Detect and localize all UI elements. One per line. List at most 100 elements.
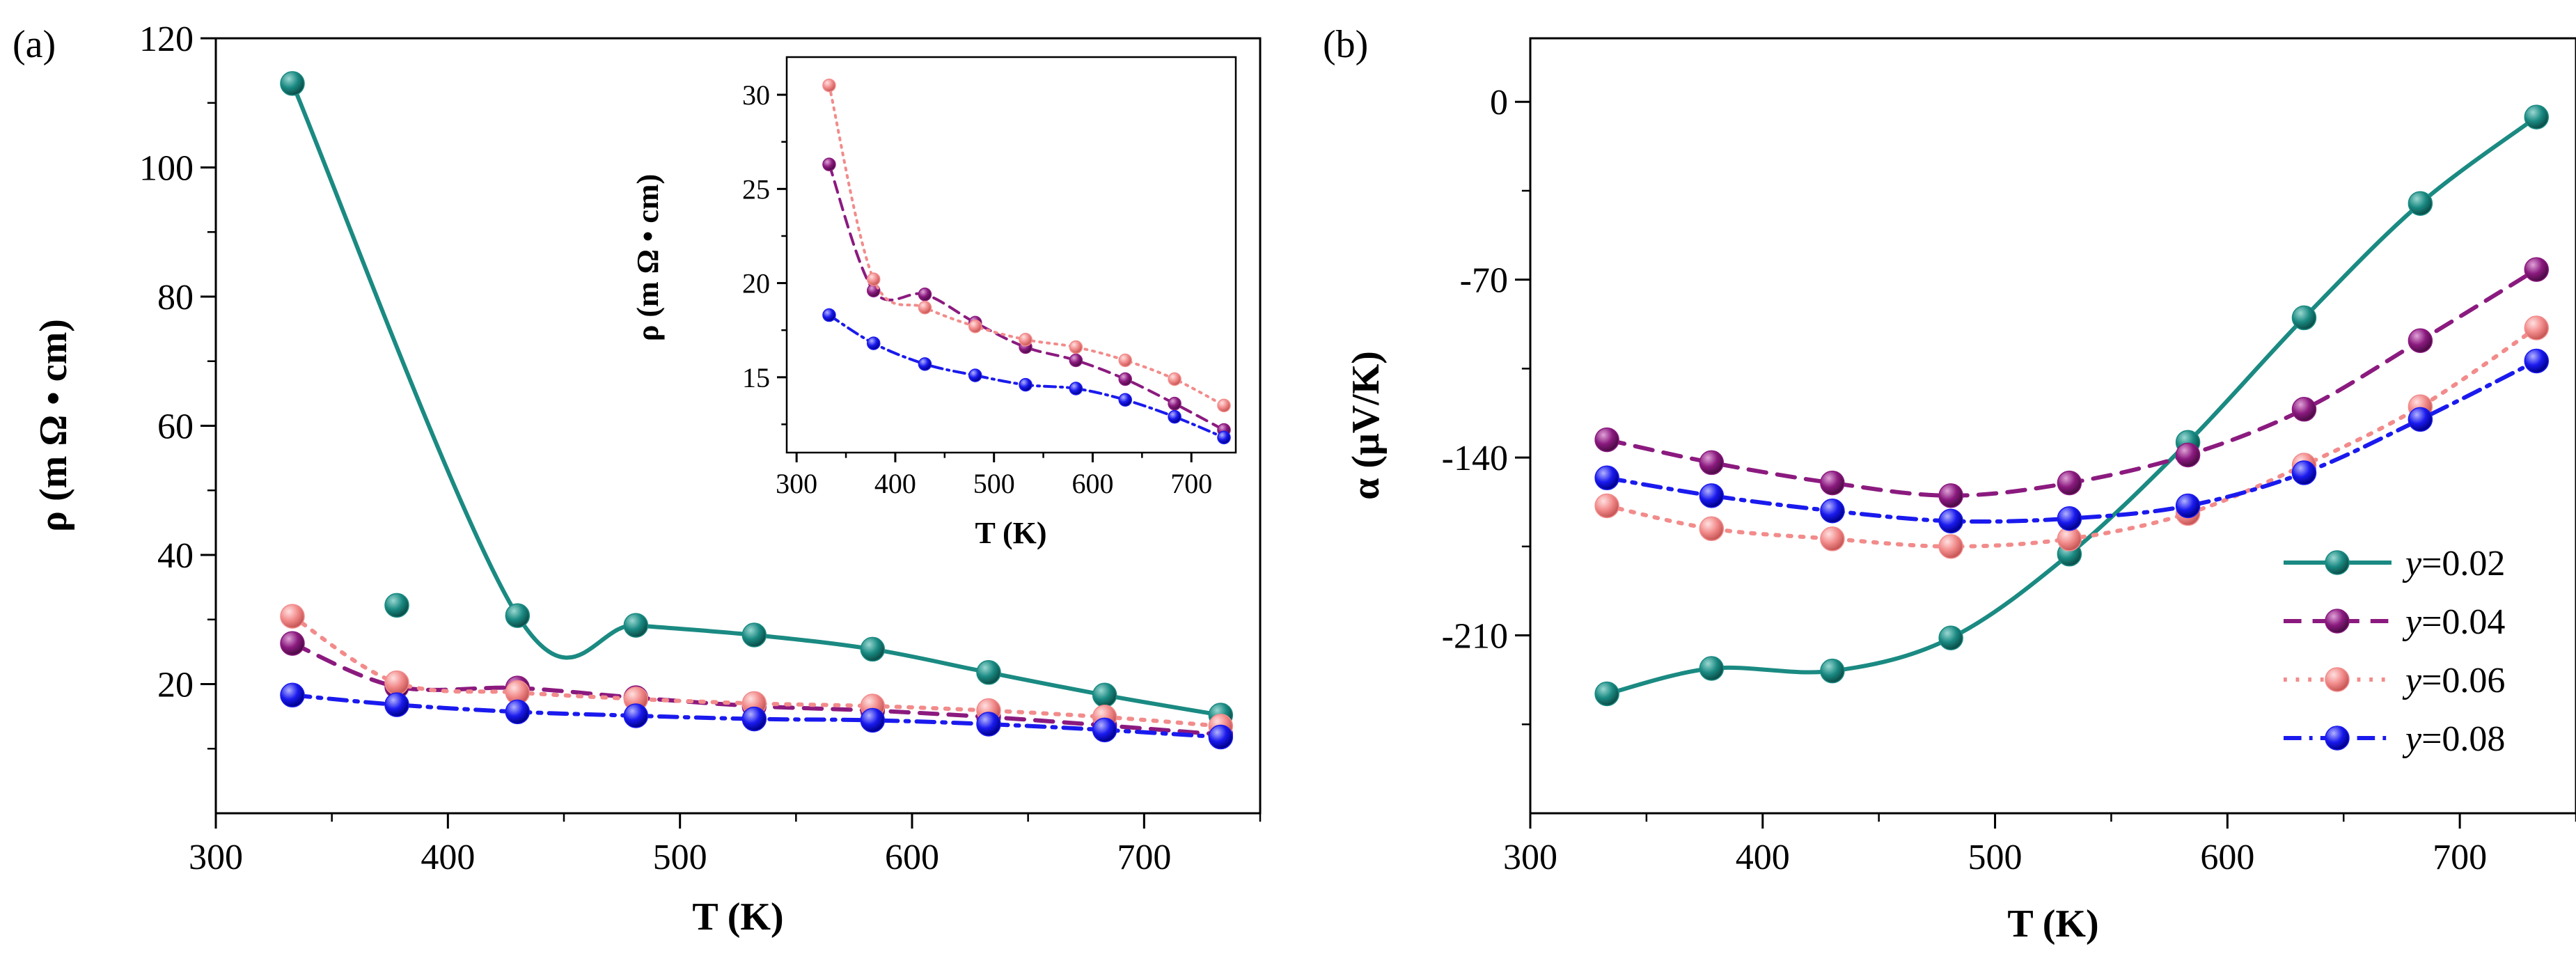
b-marker-y004-481K [1938,483,1963,508]
legend-entry-4: y=0.08 [2284,719,2505,759]
a-marker-y002-430K [505,603,531,628]
a-y-tick-label: 20 [157,666,194,705]
b-marker-y006-733K [2524,315,2550,340]
legend-marker-1 [2325,550,2350,575]
a-marker-y008-583K [860,707,886,733]
inset-marker-y006-481K [968,320,982,334]
b-series-y002 [1594,104,2550,707]
a-y-tick-label: 100 [139,149,194,189]
inset-marker-y006-333K [822,78,836,93]
inset-marker-y004-583K [1069,353,1083,368]
a-marker-y002-481K [623,613,649,638]
a-x-tick-label: 600 [885,838,939,877]
b-marker-y004-430K [1820,470,1845,496]
b-marker-y002-333K [1594,681,1619,707]
legend-label-3: y=0.06 [2402,661,2505,700]
b-marker-y006-481K [1938,534,1963,559]
a-y-tick-label: 60 [157,407,194,447]
a-marker-y002-532K [741,622,767,648]
a-marker-y008-733K [1208,724,1234,750]
b-x-tick-label: 300 [1503,838,1557,877]
a-series-y008 [280,682,1234,750]
a-marker-y008-633K [976,712,1001,737]
inset-frame [785,56,1237,454]
b-series-y006 [1594,315,2550,559]
plot-frame-b [1529,37,2576,815]
inset-series-y008 [822,308,1231,445]
inset-marker-y008-481K [968,368,982,382]
b-marker-y008-583K [2175,493,2201,519]
panel-label-a: (a) [13,23,56,66]
inset-y-tick-label: 30 [742,79,770,111]
b-marker-y006-430K [1820,526,1845,551]
b-marker-y002-733K [2524,104,2550,130]
a-y-tick-label: 80 [157,278,194,318]
y-axis-title-a: ρ (m Ω • cm) [32,319,75,532]
a-marker-y008-532K [741,706,767,732]
inset-x-tick-label: 600 [1071,468,1113,499]
inset-series-y006 [822,78,1231,413]
b-y-tick-label: -140 [1442,439,1508,478]
legend-label-1: y=0.02 [2402,544,2505,583]
a-marker-y008-683K [1092,717,1117,743]
a-series-y006 [280,604,1234,739]
inset-marker-y006-733K [1217,398,1231,413]
inset-marker-y004-430K [918,288,932,301]
b-marker-y004-633K [2291,397,2317,422]
a-marker-y002-683K [1092,682,1117,708]
inset-marker-y006-532K [1019,332,1032,347]
b-marker-y008-633K [2291,460,2317,485]
inset-y-tick-label: 15 [742,362,770,393]
inset-marker-y008-333K [822,308,836,322]
b-marker-y002-378K [1699,656,1725,681]
b-series-line-y002 [1605,115,2539,696]
b-x-tick-label: 600 [2200,838,2254,877]
inset-marker-y008-683K [1168,409,1181,424]
a-x-tick-label: 500 [653,838,707,877]
b-marker-y002-633K [2291,305,2317,331]
b-marker-y008-532K [2057,506,2082,531]
b-marker-y006-378K [1699,516,1725,542]
a-x-tick-label: 400 [421,838,475,877]
y-axis-title-b: α (μV/K) [1344,351,1388,500]
legend-marker-2 [2325,609,2350,634]
b-marker-y004-378K [1699,450,1725,476]
legend-label-2: y=0.04 [2402,602,2505,642]
b-y-tick-label: -210 [1442,617,1508,657]
x-axis-title-b: T (K) [2007,902,2098,946]
inset-x-tick-label: 700 [1170,468,1212,499]
b-series-y004 [1594,257,2550,508]
legend-entry-2: y=0.04 [2284,602,2505,642]
a-series-line-y008 [290,693,1223,739]
inset-x-tick-label: 400 [874,468,916,499]
a-x-tick-label: 300 [189,838,243,877]
b-marker-y006-333K [1594,493,1619,519]
b-marker-y008-481K [1938,508,1963,534]
a-marker-y002-633K [976,660,1001,685]
a-marker-y008-333K [280,682,305,708]
a-y-tick-label: 120 [139,19,194,59]
b-x-tick-label: 700 [2433,838,2487,877]
b-marker-y004-683K [2408,328,2433,354]
a-marker-y008-481K [623,703,649,728]
panel-label-b: (b) [1323,23,1368,66]
b-marker-y008-430K [1820,498,1845,524]
inset-marker-y004-333K [822,157,836,171]
a-marker-y006-333K [280,604,305,629]
inset-marker-y008-430K [918,357,932,371]
b-marker-y004-733K [2524,257,2550,282]
inset-marker-y008-733K [1217,430,1231,445]
inset-y-tick-label: 25 [742,173,770,205]
b-marker-y004-583K [2175,442,2201,468]
inset-x-tick-label: 300 [776,468,817,499]
inset-marker-y006-683K [1168,372,1181,386]
b-marker-y002-430K [1820,658,1845,684]
inset-marker-y008-378K [866,336,881,350]
a-marker-y004-333K [280,631,305,656]
inset-marker-y008-583K [1069,382,1083,395]
inset-marker-y006-633K [1118,353,1132,368]
b-marker-y002-683K [2408,191,2433,216]
inset-y-axis-title: ρ (m Ω • cm) [631,174,665,341]
a-marker-y008-430K [505,699,531,725]
